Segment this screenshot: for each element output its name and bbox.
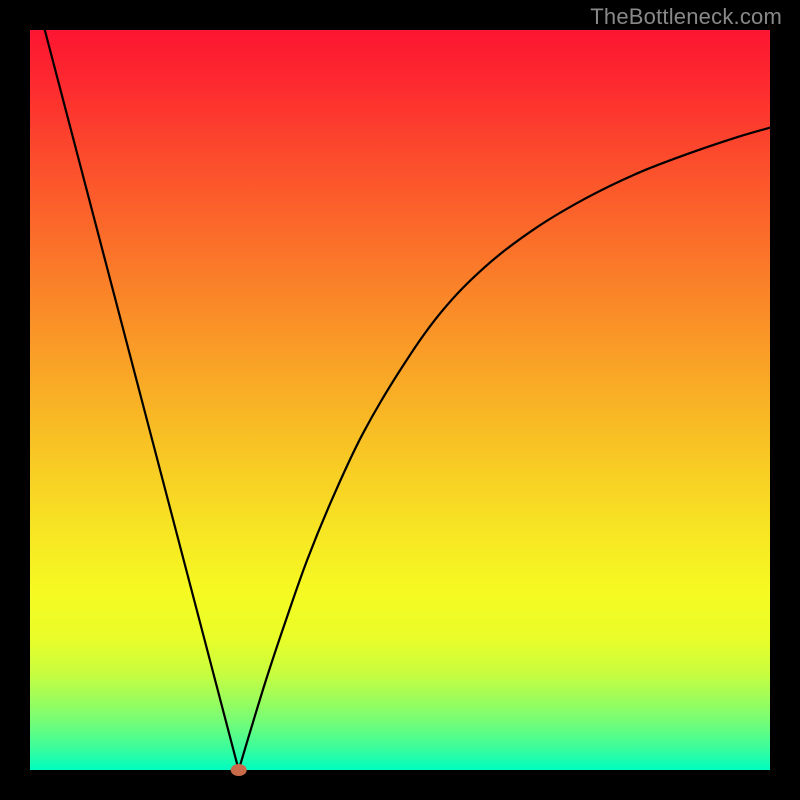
watermark-text: TheBottleneck.com bbox=[590, 4, 782, 30]
bottleneck-chart bbox=[0, 0, 800, 800]
chart-container: TheBottleneck.com bbox=[0, 0, 800, 800]
minimum-marker bbox=[231, 764, 247, 776]
